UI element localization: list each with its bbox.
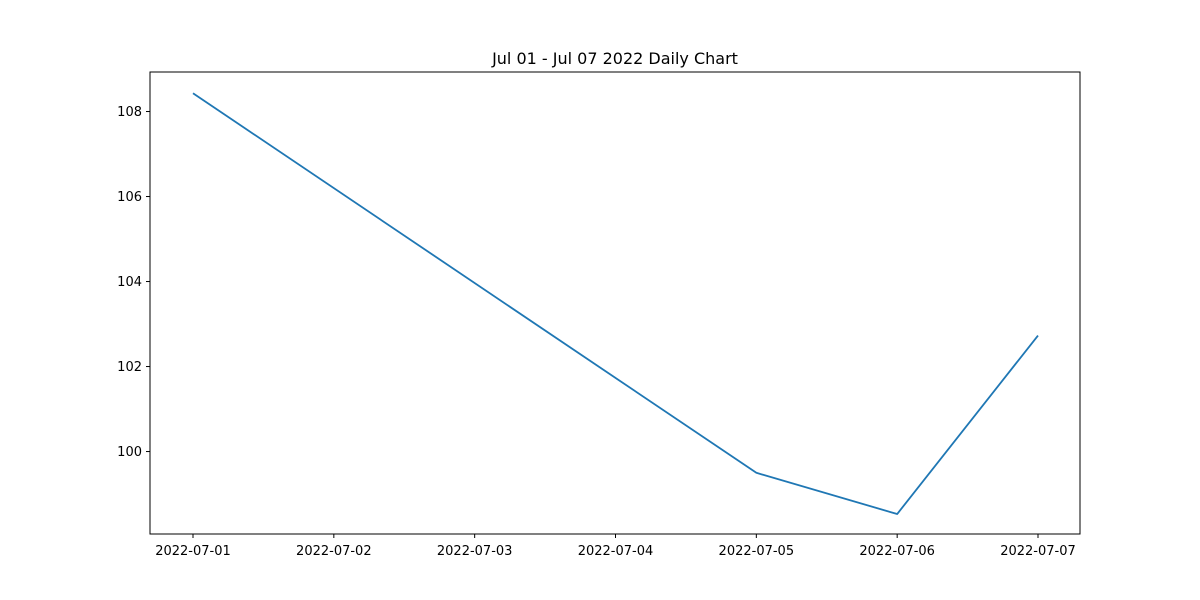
x-tick-label: 2022-07-02 xyxy=(296,544,372,559)
series-line xyxy=(192,92,1039,515)
plot-frame xyxy=(149,71,1081,535)
ticks: 2022-07-01 2022-07-02 2022-07-03 2022-07-04… xyxy=(117,105,1076,559)
y-tick-label: 106 xyxy=(117,190,142,205)
chart-title: Jul 01 - Jul 07 2022 Daily Chart xyxy=(491,49,738,68)
x-tick-label: 2022-07-07 xyxy=(1000,544,1076,559)
x-tick-label: 2022-07-03 xyxy=(437,544,513,559)
y-tick-label: 108 xyxy=(117,105,142,120)
y-tick-label: 100 xyxy=(117,445,142,460)
x-tick-label: 2022-07-05 xyxy=(719,544,795,559)
x-tick-label: 2022-07-04 xyxy=(578,544,654,559)
x-tick-label: 2022-07-06 xyxy=(859,544,935,559)
y-tick-label: 104 xyxy=(117,275,142,290)
y-tick-label: 102 xyxy=(117,360,142,375)
x-tick-label: 2022-07-01 xyxy=(155,544,231,559)
series-layer xyxy=(192,92,1039,515)
